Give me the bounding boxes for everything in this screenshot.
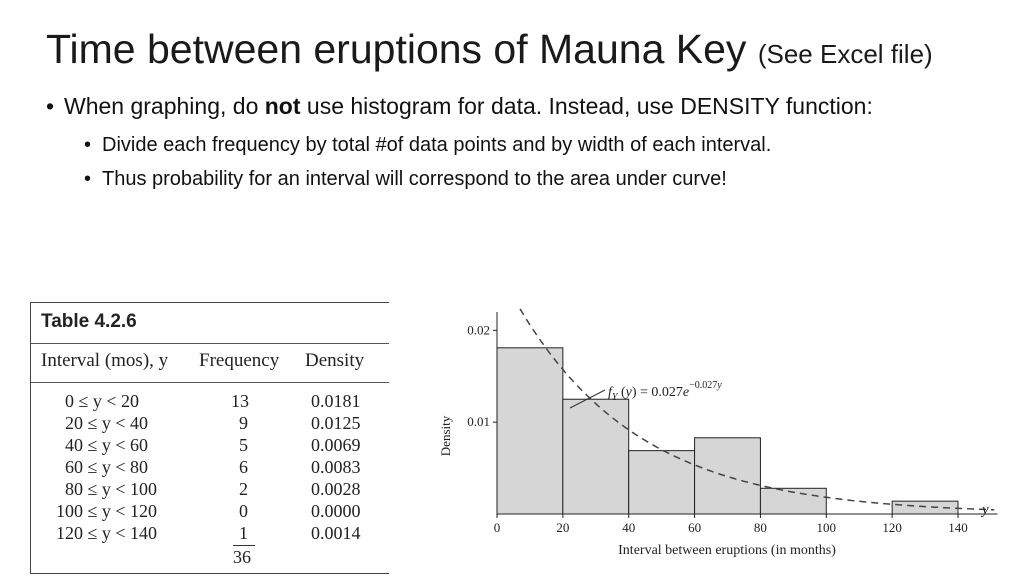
slide-title: Time between eruptions of Mauna Key (See… <box>46 26 933 73</box>
sub-bullet-1: • Divide each frequency by total #of dat… <box>46 128 946 162</box>
x-axis-label: Interval between eruptions (in months) <box>618 543 836 558</box>
cell-density: 0.0014 <box>311 523 361 543</box>
header-interval: Interval (mos), y <box>41 350 169 371</box>
cell-frequency: 0 <box>239 501 248 521</box>
y-axis-label: Density <box>438 415 453 456</box>
exponential-curve <box>519 308 995 511</box>
cell-density: 0.0069 <box>311 435 361 455</box>
sub-bullet-text: Thus probability for an interval will co… <box>102 168 727 190</box>
curve-label-leader <box>569 389 606 409</box>
cell-interval: 80 ≤ y < 100 <box>65 479 158 499</box>
cell-density: 0.0000 <box>311 501 361 521</box>
slide-title-text: Time between eruptions of Mauna Key <box>46 26 747 72</box>
cell-interval: 0 ≤ y < 20 <box>65 391 140 411</box>
main-bullet-text-bold: not <box>264 93 301 119</box>
x-tick-label: 80 <box>754 520 767 535</box>
curve-label: fY (y) = 0.027e−0.027y <box>608 380 722 403</box>
x-tick-label: 0 <box>494 520 501 535</box>
cell-density: 0.0181 <box>311 391 361 411</box>
table-rule-top <box>31 343 389 344</box>
cell-frequency: 5 <box>239 435 248 455</box>
header-frequency: Frequency <box>199 350 280 371</box>
bars-group <box>496 347 959 515</box>
cell-density: 0.0083 <box>311 457 361 477</box>
main-bullet: • When graphing, do not use histogram fo… <box>46 90 946 122</box>
cell-interval: 20 ≤ y < 40 <box>65 413 149 433</box>
histogram-bar <box>628 450 696 515</box>
cell-interval: 60 ≤ y < 80 <box>65 457 149 477</box>
cell-density: 0.0028 <box>311 479 361 499</box>
cell-frequency: 2 <box>239 479 248 499</box>
table-title: Table 4.2.6 <box>41 311 137 332</box>
table-rule-header <box>31 382 389 383</box>
main-bullet-text-pre: When graphing, do <box>64 93 265 119</box>
slide-title-note: (See Excel file) <box>757 39 933 69</box>
cell-frequency: 6 <box>239 457 248 477</box>
y-tick-label: 0.01 <box>467 414 490 429</box>
bullet-dot: • <box>46 93 55 119</box>
cell-frequency: 9 <box>239 413 248 433</box>
bullet-list: • When graphing, do not use histogram fo… <box>46 90 946 196</box>
header-density: Density <box>305 350 365 371</box>
y-ticks-group: 0.01 0.02 <box>467 322 497 429</box>
histogram-bar <box>694 437 761 515</box>
total-rule <box>233 545 255 546</box>
bullet-dot: • <box>84 168 92 190</box>
x-axis-variable: y <box>980 502 989 518</box>
main-bullet-text-post: use histogram for data. Instead, use DEN… <box>300 93 873 119</box>
y-tick-label: 0.02 <box>467 322 490 337</box>
x-tick-label: 120 <box>882 520 902 535</box>
cell-interval: 40 ≤ y < 60 <box>65 435 149 455</box>
cell-interval: 120 ≤ y < 140 <box>56 523 158 543</box>
x-ticks-group: 0 20 40 60 80 100 120 140 <box>494 514 968 535</box>
cell-frequency: 1 <box>239 523 248 543</box>
cell-interval: 100 ≤ y < 120 <box>56 501 158 521</box>
x-tick-label: 140 <box>948 520 968 535</box>
bullet-dot: • <box>84 134 92 156</box>
cell-frequency: 13 <box>231 391 249 411</box>
cell-total: 36 <box>233 547 251 567</box>
x-tick-label: 60 <box>688 520 701 535</box>
sub-bullet-text: Divide each frequency by total #of data … <box>102 134 772 156</box>
density-chart: 0 20 40 60 80 100 120 140 0.01 0.02 Interval bet… <box>438 308 998 558</box>
histogram-bar <box>496 347 564 515</box>
cell-density: 0.0125 <box>311 413 361 433</box>
density-table: Table 4.2.6 Interval (mos), y Frequency … <box>30 302 389 574</box>
sub-bullet-2: • Thus probability for an interval will … <box>46 162 946 196</box>
x-tick-label: 20 <box>556 520 569 535</box>
histogram-bar <box>562 398 630 515</box>
x-tick-label: 100 <box>817 520 837 535</box>
x-tick-label: 40 <box>622 520 635 535</box>
